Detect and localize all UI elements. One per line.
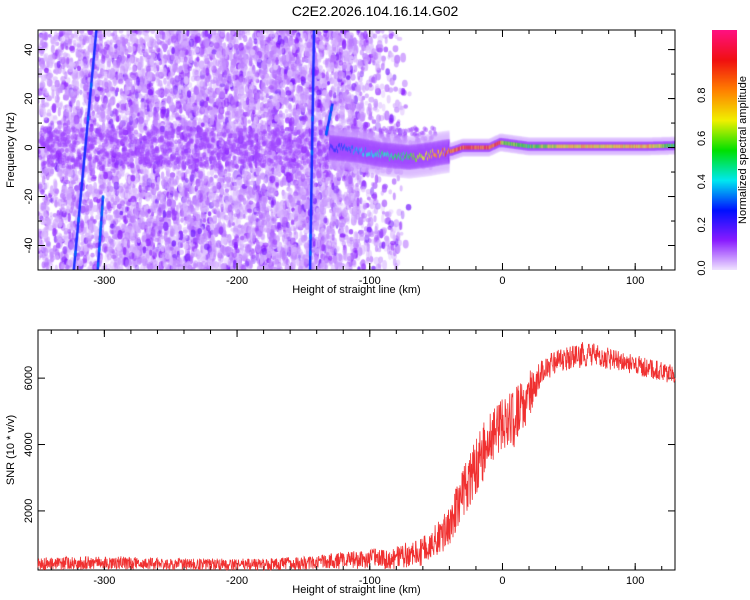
x-axis-label: Height of straight line (km) (292, 584, 420, 596)
colorbar-tick-label: 0.4 (696, 174, 708, 189)
x-tick-label: 0 (499, 575, 505, 587)
x-tick-label: -200 (226, 575, 248, 587)
y-tick-label: 4000 (23, 432, 35, 456)
x-tick-label: -300 (93, 575, 115, 587)
y-tick-label: 2000 (23, 499, 35, 523)
x-tick-label: 100 (626, 575, 644, 587)
x-tick-label: 0 (499, 275, 505, 287)
colorbar-tick-label: 0.2 (696, 217, 708, 232)
snr-series-line (37, 342, 676, 572)
y-axis-label: SNR (10 * v/v) (5, 415, 17, 485)
colorbar-label: Normalized spectral amplitude (737, 76, 749, 224)
colorbar-tick-label: 0.0 (696, 260, 708, 275)
plot-frame (37, 29, 676, 271)
x-tick-label: -100 (359, 575, 381, 587)
x-tick-label: -200 (226, 275, 248, 287)
x-axis-label: Height of straight line (km) (292, 284, 420, 296)
plot-frame (37, 329, 676, 571)
y-tick-label: 20 (23, 92, 35, 104)
spectrogram-heatmap (38, 30, 675, 270)
x-tick-label: 100 (626, 275, 644, 287)
snr-plot: -300 -200 -100 0 100 2000 4000 6000 Height of st… (5, 329, 676, 596)
chart-title: C2E2.2026.104.16.14.G02 (291, 3, 459, 19)
y-axis-label: Frequency (Hz) (5, 112, 17, 188)
y-tick-label: 40 (23, 43, 35, 55)
colorbar-tick-label: 0.8 (696, 88, 708, 103)
y-tick-label: 6000 (23, 366, 35, 390)
y-tick-label: 0 (23, 144, 35, 150)
colorbar-tick-label: 0.6 (696, 131, 708, 146)
y-tick-label: -20 (23, 189, 35, 205)
colorbar (712, 30, 737, 270)
x-tick-label: -100 (359, 275, 381, 287)
x-tick-label: -300 (93, 275, 115, 287)
y-tick-label: -40 (23, 238, 35, 254)
